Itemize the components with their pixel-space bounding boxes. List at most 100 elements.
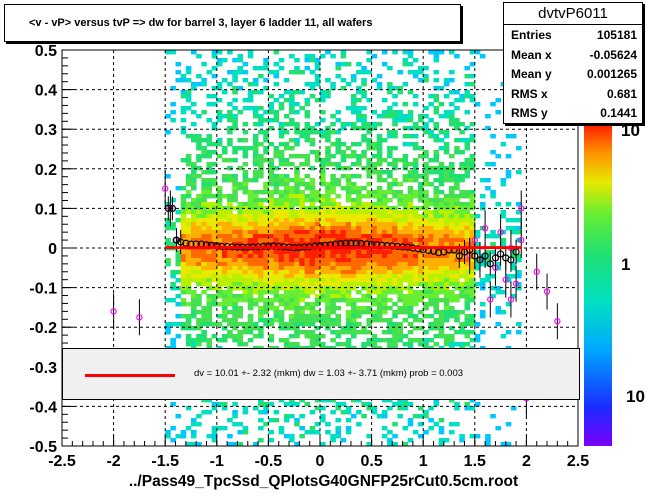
heatmap-cell bbox=[289, 306, 295, 311]
heatmap-cell bbox=[232, 298, 238, 303]
heatmap-cell bbox=[278, 266, 285, 271]
heatmap-cell bbox=[273, 166, 280, 171]
heatmap-cell bbox=[428, 302, 434, 307]
heatmap-cell bbox=[273, 178, 280, 183]
heatmap-cell bbox=[454, 294, 460, 299]
heatmap-cell bbox=[350, 230, 357, 235]
heatmap-cell bbox=[330, 198, 336, 203]
heatmap-cell bbox=[180, 314, 187, 319]
heatmap-cell bbox=[304, 402, 311, 407]
heatmap-cell bbox=[299, 230, 305, 235]
heatmap-cell bbox=[335, 266, 342, 271]
heatmap-cell bbox=[268, 162, 274, 167]
heatmap-cell bbox=[423, 234, 429, 239]
heatmap-cell bbox=[438, 146, 445, 151]
heatmap-cell bbox=[252, 282, 259, 287]
profile-point-black bbox=[497, 250, 505, 258]
heatmap-cell bbox=[252, 238, 259, 243]
heatmap-cell bbox=[201, 62, 207, 67]
heatmap-cell bbox=[330, 182, 336, 187]
heatmap-cell bbox=[320, 202, 326, 207]
heatmap-cell bbox=[211, 270, 218, 275]
heatmap-cell bbox=[469, 158, 476, 163]
heatmap-cell bbox=[232, 266, 238, 271]
heatmap-cell bbox=[263, 238, 269, 243]
heatmap-cell bbox=[227, 310, 233, 315]
heatmap-cell bbox=[289, 210, 295, 215]
heatmap-cell bbox=[201, 314, 207, 319]
heatmap-cell bbox=[418, 326, 424, 331]
heatmap-cell bbox=[206, 314, 213, 319]
heatmap-cell bbox=[268, 214, 274, 219]
heatmap-cell bbox=[185, 290, 192, 295]
heatmap-cell bbox=[314, 222, 321, 227]
heatmap-cell bbox=[278, 314, 285, 319]
heatmap-cell bbox=[247, 298, 254, 303]
heatmap-cell bbox=[418, 146, 424, 151]
heatmap-cell bbox=[350, 326, 357, 331]
heatmap-cell bbox=[247, 106, 254, 111]
heatmap-cell bbox=[227, 50, 233, 55]
heatmap-cell bbox=[309, 254, 316, 259]
heatmap-cell bbox=[320, 270, 326, 275]
heatmap-cell bbox=[443, 166, 450, 171]
heatmap-cell bbox=[335, 418, 342, 423]
heatmap-cell bbox=[402, 174, 409, 179]
heatmap-cell bbox=[185, 134, 192, 139]
heatmap-cell bbox=[387, 154, 393, 159]
heatmap-cell bbox=[423, 262, 429, 267]
heatmap-cell bbox=[325, 306, 331, 311]
heatmap-cell bbox=[505, 174, 512, 179]
heatmap-cell bbox=[381, 266, 388, 271]
heatmap-cell bbox=[412, 242, 419, 247]
heatmap-cell bbox=[412, 178, 419, 183]
heatmap-cell bbox=[454, 262, 460, 267]
heatmap-cell bbox=[227, 258, 233, 263]
heatmap-cell bbox=[309, 274, 316, 279]
heatmap-cell bbox=[418, 218, 424, 223]
heatmap-cell bbox=[418, 434, 424, 439]
heatmap-cell bbox=[423, 214, 429, 219]
heatmap-cell bbox=[350, 110, 357, 115]
heatmap-cell bbox=[335, 274, 342, 279]
heatmap-cell bbox=[299, 262, 305, 267]
heatmap-cell bbox=[201, 282, 207, 287]
heatmap-cell bbox=[309, 262, 316, 267]
heatmap-cell bbox=[216, 190, 223, 195]
heatmap-cell bbox=[350, 250, 357, 255]
heatmap-cell bbox=[232, 314, 238, 319]
heatmap-cell bbox=[407, 170, 414, 175]
heatmap-cell bbox=[227, 266, 233, 271]
heatmap-cell bbox=[237, 334, 243, 339]
heatmap-cell bbox=[479, 314, 486, 319]
x-tick-label: 0 bbox=[316, 453, 325, 470]
heatmap-cell bbox=[469, 50, 476, 55]
heatmap-cell bbox=[381, 258, 388, 263]
heatmap-cell bbox=[180, 434, 187, 439]
heatmap-cell bbox=[221, 274, 228, 279]
heatmap-cell bbox=[345, 298, 352, 303]
heatmap-cell bbox=[474, 250, 481, 255]
heatmap-cell bbox=[320, 158, 326, 163]
heatmap-cell bbox=[350, 334, 357, 339]
heatmap-cell bbox=[191, 442, 197, 447]
heatmap-cell bbox=[185, 286, 192, 291]
heatmap-cell bbox=[412, 74, 419, 79]
heatmap-cell bbox=[227, 178, 233, 183]
heatmap-cell bbox=[252, 190, 259, 195]
heatmap-cell bbox=[516, 254, 522, 259]
heatmap-cell bbox=[252, 150, 259, 155]
heatmap-cell bbox=[201, 318, 207, 323]
heatmap-cell bbox=[350, 258, 357, 263]
heatmap-cell bbox=[438, 162, 445, 167]
heatmap-cell bbox=[263, 310, 269, 315]
heatmap-cell bbox=[201, 274, 207, 279]
heatmap-cell bbox=[428, 270, 434, 275]
heatmap-cell bbox=[314, 258, 321, 263]
heatmap-cell bbox=[366, 234, 372, 239]
heatmap-cell bbox=[314, 326, 321, 331]
heatmap-cell bbox=[309, 210, 316, 215]
heatmap-cell bbox=[320, 174, 326, 179]
heatmap-cell bbox=[325, 258, 331, 263]
heatmap-cell bbox=[335, 142, 342, 147]
